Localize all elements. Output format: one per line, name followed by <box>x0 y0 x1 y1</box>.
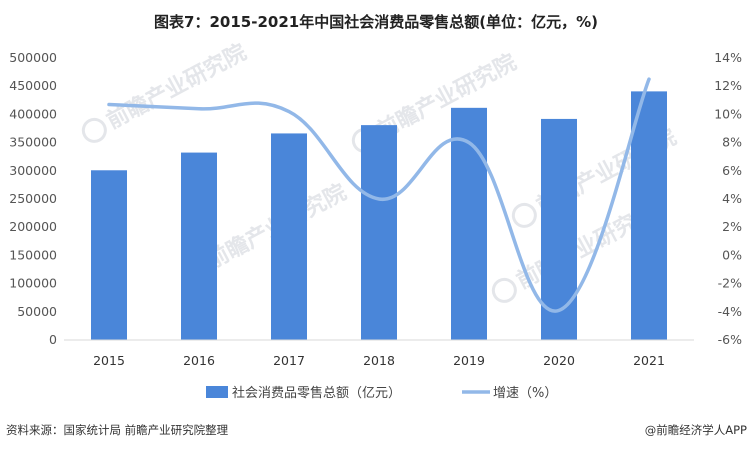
x-tick-label: 2017 <box>273 353 305 368</box>
y-right-tick-label: -6% <box>718 332 742 347</box>
legend: 社会消费品零售总额（亿元） 增速（%） <box>206 385 557 401</box>
growth-line <box>107 77 651 313</box>
x-axis: 2015 2016 2017 2018 2019 2020 2021 <box>93 353 665 368</box>
y-right-tick-label: 12% <box>714 78 742 93</box>
y-right-tick-label: -2% <box>718 276 742 291</box>
bar-2016 <box>181 152 217 340</box>
bar-2019 <box>451 107 487 341</box>
chart-title: 图表7：2015-2021年中国社会消费品零售总额(单位：亿元，%) <box>154 13 598 31</box>
leaf-logo-icon <box>81 117 107 143</box>
y-right-tick-label: 2% <box>722 219 742 234</box>
bar-2015 <box>91 170 127 340</box>
y-left-tick-label: 500000 <box>9 50 57 65</box>
y-axis-right: -6% -4% -2% 0% 2% 4% 6% 8% 10% 12% 14% <box>714 50 742 347</box>
x-tick-label: 2019 <box>453 353 485 368</box>
brand-credit: @前瞻经济学人APP <box>645 423 747 437</box>
y-right-tick-label: 14% <box>714 50 742 65</box>
y-right-tick-label: 10% <box>714 106 742 121</box>
x-tick-label: 2015 <box>93 353 125 368</box>
y-left-tick-label: 400000 <box>9 106 57 121</box>
legend-bar-swatch <box>206 386 228 398</box>
leaf-logo-icon <box>511 202 537 228</box>
x-tick-label: 2018 <box>363 353 395 368</box>
y-right-tick-label: 6% <box>722 163 742 178</box>
y-right-tick-label: -4% <box>718 304 742 319</box>
bar-2018 <box>361 125 397 341</box>
y-left-tick-label: 200000 <box>9 219 57 234</box>
y-left-tick-label: 50000 <box>17 304 57 319</box>
watermark: 前瞻产业研究院 <box>81 39 251 143</box>
x-tick-label: 2016 <box>183 353 215 368</box>
y-axis-left: 0 50000 100000 150000 200000 250000 300000 3500… <box>9 50 57 347</box>
y-left-tick-label: 0 <box>49 332 57 347</box>
y-left-tick-label: 250000 <box>9 191 57 206</box>
x-tick-label: 2021 <box>633 353 665 368</box>
leaf-logo-icon <box>491 277 517 303</box>
bar-2021 <box>631 91 667 341</box>
y-right-tick-label: 8% <box>722 135 742 150</box>
y-left-tick-label: 450000 <box>9 78 57 93</box>
y-left-tick-label: 150000 <box>9 247 57 262</box>
y-right-tick-label: 4% <box>722 191 742 206</box>
y-right-tick-label: 0% <box>722 247 742 262</box>
legend-line-label: 增速（%） <box>493 386 557 401</box>
y-left-tick-label: 300000 <box>9 163 57 178</box>
bar-2017 <box>271 133 307 340</box>
y-left-tick-label: 350000 <box>9 135 57 150</box>
watermark-text: 前瞻产业研究院 <box>102 39 250 134</box>
source-note: 资料来源：国家统计局 前瞻产业研究院整理 <box>6 423 229 437</box>
legend-bar-label: 社会消费品零售总额（亿元） <box>232 385 401 401</box>
bar-series <box>91 91 667 341</box>
y-left-tick-label: 100000 <box>9 276 57 291</box>
x-tick-label: 2020 <box>543 353 575 368</box>
